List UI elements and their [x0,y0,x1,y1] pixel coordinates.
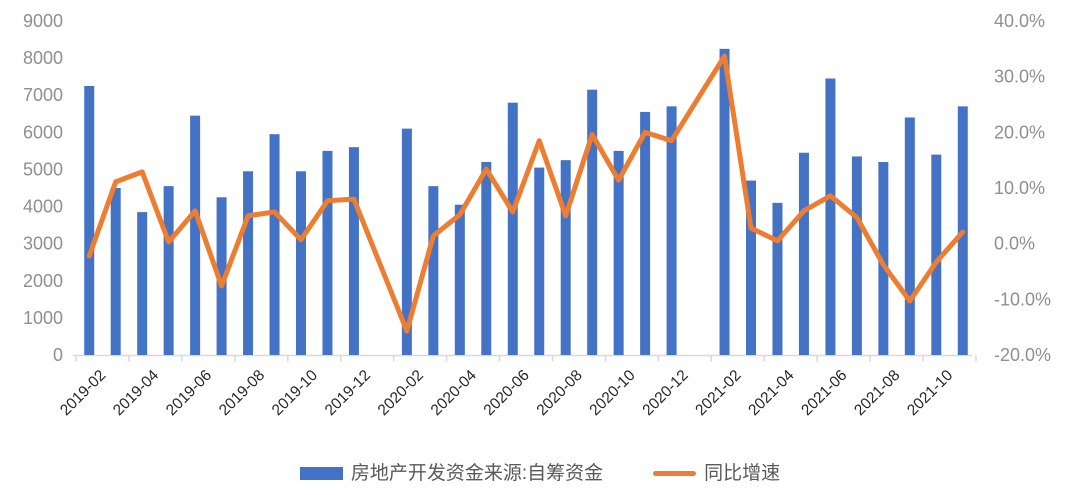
bar-2021-05 [798,152,809,355]
left-axis-tick-label: 9000 [23,11,63,31]
bar-2019-07 [216,197,227,355]
bar-2019-02 [84,85,95,355]
right-axis-tick-label: 40.0% [994,11,1045,31]
x-axis-category-label: 2020-02 [375,367,427,419]
right-axis-tick-label: 0.0% [994,234,1035,254]
bar-series-swatch [299,466,343,480]
x-axis-category-label: 2020-10 [586,367,639,420]
x-axis-category-label: 2021-06 [798,367,850,419]
legend-item-bars: 房地产开发资金来源:自筹资金 [299,462,604,484]
line-series-swatch [653,470,697,476]
bar-2019-10 [296,171,306,355]
x-axis-category-label: 2019-02 [57,367,109,419]
bar-2020-11 [640,111,651,355]
bar-series-label: 房地产开发资金来源:自筹资金 [350,462,604,484]
left-axis-tick-label: 2000 [23,271,63,291]
right-axis-tick-label: 10.0% [994,178,1045,198]
legend: 房地产开发资金来源:自筹资金 同比增速 [0,458,1080,488]
x-axis-category-label: 2021-02 [692,367,744,419]
left-axis-tick-label: 5000 [23,159,63,179]
line-series-label: 同比增速 [704,462,781,484]
bar-2021-10 [931,154,942,355]
x-axis-category-label: 2020-06 [481,367,533,419]
bar-2019-04 [137,212,148,355]
bar-2019-12 [348,147,359,355]
bar-2020-04 [454,204,465,355]
bar-2021-07 [851,156,862,355]
left-axis-tick-label: 0 [53,345,63,365]
bar-2021-09 [904,117,915,355]
bar-2019-11 [322,150,333,355]
right-axis-tick-label: 30.0% [994,67,1045,87]
bar-2021-03 [746,180,756,355]
left-axis-labels: 0 1000 2000 3000 4000 5000 6000 7000 8000 9000 [23,11,63,365]
left-axis-tick-label: 7000 [23,85,63,105]
bar-2019-08 [243,171,254,355]
bar-2021-08 [878,162,889,355]
bar-2021-06 [825,78,836,356]
x-axis-category-label: 2019-06 [163,367,215,419]
x-axis-category-labels: 2019-02 2019-04 2019-06 2019-08 2019-10 2019-… [57,367,957,420]
bar-2020-06 [507,102,518,356]
bar-2019-05 [163,186,174,355]
x-axis [73,354,977,362]
left-axis-tick-label: 4000 [23,197,63,217]
bar-2020-03 [428,186,439,355]
x-axis-category-label: 2020-08 [534,367,586,419]
bar-2020-05 [481,162,492,355]
x-axis-category-label: 2019-04 [110,367,163,420]
bar-2021-02 [719,48,730,355]
bar-2020-07 [534,167,545,355]
right-axis-labels: -20.0% -10.0% 0.0% 10.0% 20.0% 30.0% 40.0% [994,11,1051,365]
x-axis-category-label: 2021-08 [851,367,903,419]
bar-2020-12 [666,106,677,355]
bar-2019-03 [110,188,121,355]
bar-2019-09 [269,134,280,355]
growth-line [86,53,966,334]
bar-2020-09 [587,89,598,356]
x-axis-category-label: 2021-04 [745,367,798,420]
bar-2020-02 [401,128,412,355]
left-axis-tick-label: 6000 [23,122,63,142]
x-axis-category-label: 2019-10 [269,367,322,420]
right-axis-tick-label: -20.0% [994,345,1051,365]
bar-2021-04 [772,202,783,355]
left-axis-tick-label: 8000 [23,48,63,68]
bar-2019-06 [190,115,201,355]
x-axis-category-label: 2020-12 [639,367,691,419]
legend-item-line: 同比增速 [653,464,780,483]
x-axis-category-label: 2019-08 [216,367,268,419]
left-axis-tick-label: 3000 [23,234,63,254]
right-axis-tick-label: 20.0% [994,122,1045,142]
left-axis-tick-label: 1000 [23,308,63,328]
right-axis-tick-label: -10.0% [994,289,1051,309]
bar-2020-10 [613,150,624,355]
chart-plot: 0 1000 2000 3000 4000 5000 6000 7000 8000 9000 -20… [23,11,1051,420]
x-axis-category-label: 2020-04 [428,367,481,420]
bar-2020-08 [560,160,571,355]
x-axis-category-label: 2019-12 [322,367,374,419]
x-axis-category-label: 2021-10 [904,367,957,420]
